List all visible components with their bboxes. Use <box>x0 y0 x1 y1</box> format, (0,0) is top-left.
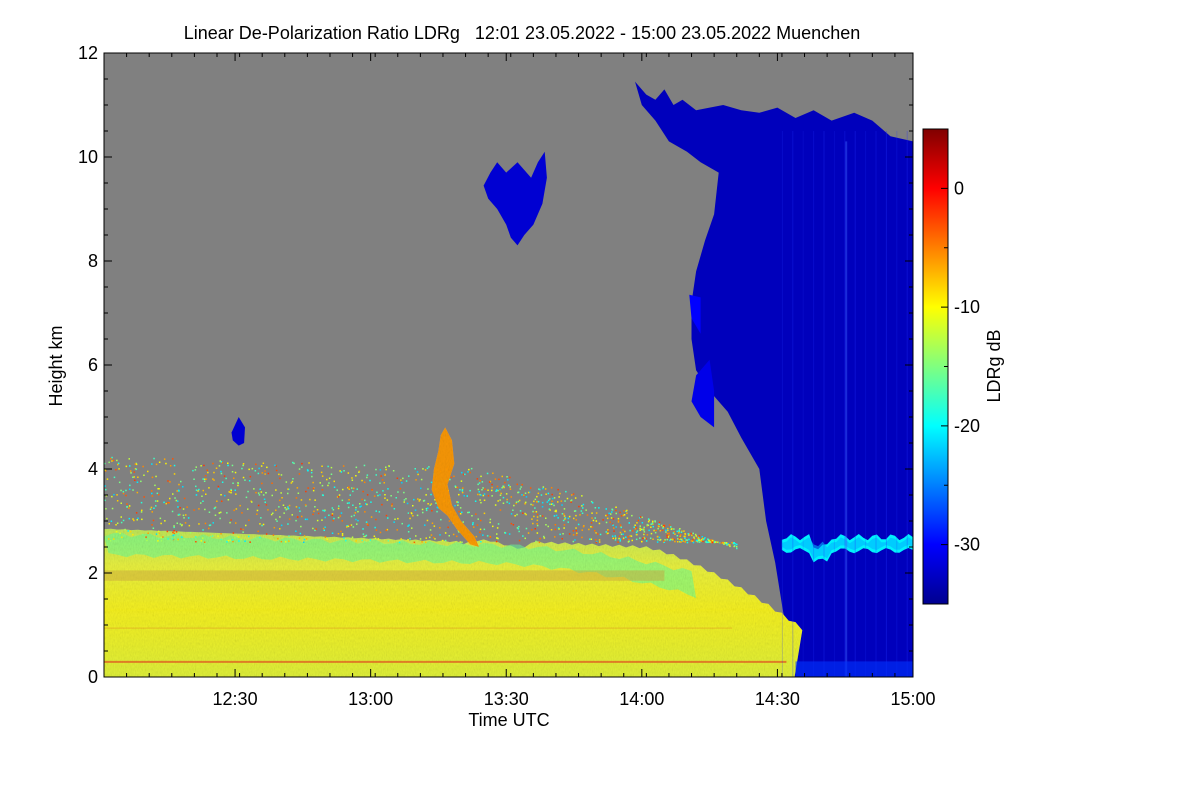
colorbar-tick-label: -10 <box>954 297 980 317</box>
cirrus-cloud-10km <box>483 151 547 246</box>
x-axis: 12:30 13:00 13:30 14:00 14:30 15:00 <box>103 53 936 709</box>
x-tick-label: 15:00 <box>890 689 935 709</box>
x-tick-label: 13:30 <box>484 689 529 709</box>
depolarization-stripe-2km <box>104 570 665 581</box>
residual-layer <box>104 532 697 599</box>
y-tick-label: 6 <box>88 355 98 375</box>
cloud-streaks <box>781 131 908 677</box>
y-tick-label: 0 <box>88 667 98 687</box>
depolarization-stripe-0.3km <box>104 660 787 663</box>
small-cloud-4.5km <box>231 417 245 446</box>
elevated-aerosol-plume <box>431 427 480 547</box>
precipitation-rim <box>795 661 913 677</box>
x-tick-label: 14:00 <box>619 689 664 709</box>
colorbar-tick-label: -30 <box>954 535 980 555</box>
x-tick-label: 13:00 <box>348 689 393 709</box>
frontal-cloud-lobe-2 <box>689 294 701 334</box>
x-tick-label: 12:30 <box>213 689 258 709</box>
frontal-cloud <box>635 81 913 677</box>
melting-layer-core <box>781 537 913 560</box>
colorbar: 0 -10 -20 -30 <box>922 128 980 605</box>
y-axis-label: Height km <box>46 325 66 406</box>
depolarization-stripe-1km <box>104 627 733 629</box>
y-tick-label: 12 <box>78 43 98 63</box>
streak-bright <box>845 141 848 677</box>
x-axis-label: Time UTC <box>468 710 549 730</box>
chart-title: Linear De-Polarization Ratio LDRg 12:01 … <box>184 23 860 43</box>
y-tick-label: 8 <box>88 251 98 271</box>
colorbar-gradient <box>922 128 949 605</box>
x-tick-label: 14:30 <box>755 689 800 709</box>
colorbar-tick-label: 0 <box>954 178 964 198</box>
frontal-cloud-lobe <box>691 359 715 428</box>
y-axis: 0 2 4 6 8 10 12 <box>78 43 913 687</box>
colorbar-label: LDRg dB <box>984 329 1004 402</box>
y-tick-label: 2 <box>88 563 98 583</box>
colorbar-tick-label: -20 <box>954 416 980 436</box>
y-tick-label: 4 <box>88 459 98 479</box>
y-tick-label: 10 <box>78 147 98 167</box>
plot-area <box>104 53 913 677</box>
